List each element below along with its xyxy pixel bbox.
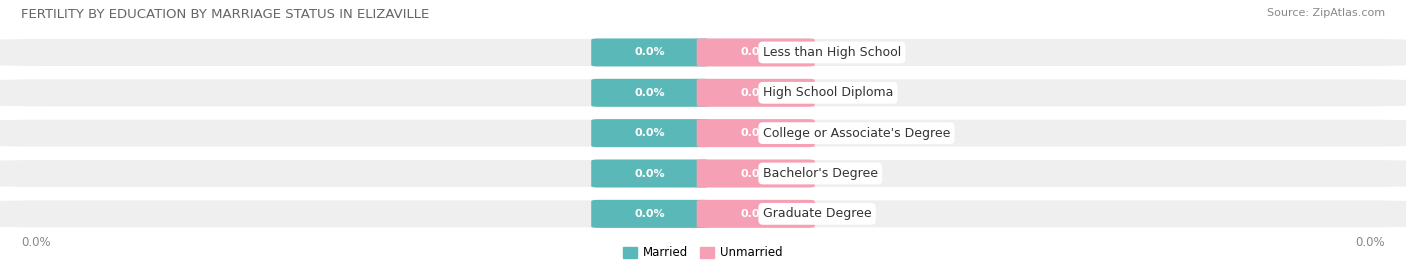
Text: Less than High School: Less than High School [762, 46, 901, 59]
Text: 0.0%: 0.0% [741, 88, 770, 98]
FancyBboxPatch shape [591, 38, 710, 66]
FancyBboxPatch shape [591, 79, 710, 107]
Text: 0.0%: 0.0% [21, 236, 51, 249]
Legend: Married, Unmarried: Married, Unmarried [619, 242, 787, 264]
Text: Bachelor's Degree: Bachelor's Degree [762, 167, 877, 180]
Text: Graduate Degree: Graduate Degree [762, 207, 872, 220]
Text: 0.0%: 0.0% [1355, 236, 1385, 249]
Text: FERTILITY BY EDUCATION BY MARRIAGE STATUS IN ELIZAVILLE: FERTILITY BY EDUCATION BY MARRIAGE STATU… [21, 8, 429, 21]
Text: 0.0%: 0.0% [636, 88, 665, 98]
FancyBboxPatch shape [0, 160, 1406, 187]
FancyBboxPatch shape [0, 79, 1406, 106]
FancyBboxPatch shape [591, 119, 710, 147]
FancyBboxPatch shape [591, 200, 710, 228]
FancyBboxPatch shape [697, 79, 815, 107]
Text: 0.0%: 0.0% [741, 209, 770, 219]
Text: 0.0%: 0.0% [741, 47, 770, 58]
FancyBboxPatch shape [697, 119, 815, 147]
Text: 0.0%: 0.0% [636, 168, 665, 179]
Text: Source: ZipAtlas.com: Source: ZipAtlas.com [1267, 8, 1385, 18]
FancyBboxPatch shape [0, 200, 1406, 227]
FancyBboxPatch shape [697, 38, 815, 66]
Text: College or Associate's Degree: College or Associate's Degree [762, 127, 950, 140]
Text: 0.0%: 0.0% [741, 168, 770, 179]
Text: 0.0%: 0.0% [636, 128, 665, 138]
Text: 0.0%: 0.0% [636, 47, 665, 58]
Text: 0.0%: 0.0% [636, 209, 665, 219]
Text: High School Diploma: High School Diploma [762, 86, 893, 99]
FancyBboxPatch shape [0, 120, 1406, 147]
FancyBboxPatch shape [697, 160, 815, 187]
FancyBboxPatch shape [0, 39, 1406, 66]
FancyBboxPatch shape [697, 200, 815, 228]
FancyBboxPatch shape [591, 160, 710, 187]
Text: 0.0%: 0.0% [741, 128, 770, 138]
